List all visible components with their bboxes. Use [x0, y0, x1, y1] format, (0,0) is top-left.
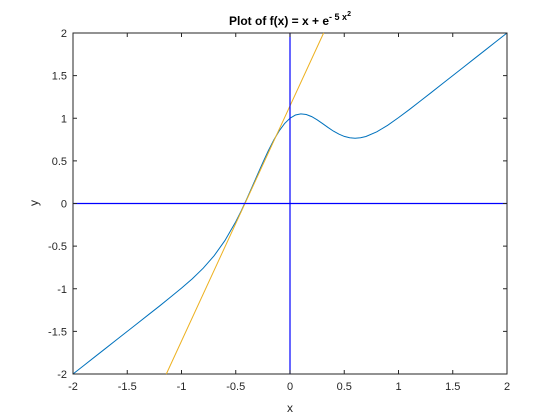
y-tick-label: 1.5 — [52, 71, 67, 83]
y-tick-label: -1.5 — [48, 326, 67, 338]
plot-area: -2 -1.5 -1 -0.5 0 0.5 1 1.5 2 -2 -1.5 -1 -0.5 0 0.5 1 1.… — [48, 28, 510, 393]
series-function-curve — [72, 32, 508, 375]
y-tick-label: 0.5 — [52, 156, 67, 168]
x-tick-label: -2 — [68, 381, 78, 393]
y-tick-label: -0.5 — [48, 241, 67, 253]
x-tick-label: -1.5 — [118, 381, 137, 393]
x-tick-label: 1 — [395, 381, 401, 393]
x-tick-label: 2 — [504, 381, 510, 393]
x-tick-label: -1 — [177, 381, 187, 393]
x-tick-label: 0.5 — [337, 381, 352, 393]
chart-title: Plot of f(x) = x + e- 5 x2 — [229, 11, 351, 28]
chart-title-exponent: - 5 x — [329, 12, 347, 22]
y-tick-label: 1 — [61, 113, 67, 125]
chart-title-prefix: Plot of f(x) = x + e — [229, 14, 329, 28]
x-axis-label: x — [287, 401, 293, 415]
x-tick-label: 1.5 — [445, 381, 460, 393]
x-tick-label: 0 — [287, 381, 293, 393]
series-layer — [72, 32, 508, 375]
y-tick-label: 2 — [61, 28, 67, 40]
y-tick-label: -2 — [57, 369, 67, 381]
chart-title-exponent-power: 2 — [347, 11, 351, 18]
tick-layer: -2 -1.5 -1 -0.5 0 0.5 1 1.5 2 -2 -1.5 -1 -0.5 0 0.5 1 1.… — [48, 28, 510, 393]
x-tick-label: -0.5 — [226, 381, 245, 393]
y-axis-label: y — [27, 200, 41, 206]
y-tick-label: 0 — [61, 199, 67, 211]
y-tick-label: -1 — [57, 284, 67, 296]
